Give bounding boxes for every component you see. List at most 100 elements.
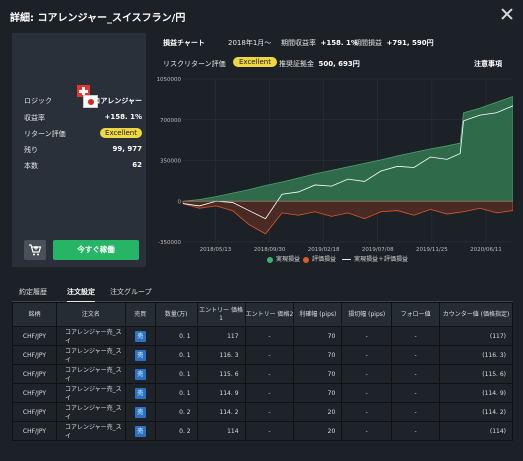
stat-return-rating: リターン評価 Excellent (24, 127, 142, 141)
col-entry-price1: エントリー 価格1 (196, 302, 246, 327)
order-table: 銘柄 注文名 売買 数量(万) エントリー 価格1 エントリー 価格2 利確幅 … (12, 302, 513, 441)
table-cell: - (391, 345, 441, 365)
x-tick-label: 2019/11/25 (416, 247, 448, 253)
col-counter: カウンター値 (価格指定) (439, 302, 513, 327)
col-follow: フォロー値 (391, 302, 441, 327)
tab-execution-history[interactable]: 約定履歴 (19, 288, 47, 296)
table-cell: コアレンジャー売_スイ (55, 326, 126, 346)
table-cell: CHF/JPY (12, 364, 57, 384)
table-cell: - (341, 364, 393, 384)
stat-count: 本数 62 (24, 161, 142, 170)
col-stop-loss: 損切幅 (pips) (341, 302, 393, 327)
table-cell: - (244, 345, 295, 365)
table-row[interactable]: CHF/JPY コアレンジャー売_スイ売 0. 2 114. 2-20- - (114. … (12, 402, 513, 422)
legend-total: 実現損益＋評価損益 (342, 254, 408, 263)
table-cell: CHF/JPY (12, 421, 57, 441)
risk-return-label: リスクリターン評価 (163, 60, 226, 68)
table-cell: 20 (293, 421, 343, 441)
table-cell: 20 (293, 402, 343, 422)
table-cell: - (341, 326, 393, 346)
table-cell: - (391, 326, 441, 346)
notes-link[interactable]: 注意事項 (474, 60, 502, 68)
risk-return-badge: Excellent (233, 57, 277, 67)
x-tick-label: 2019/02/18 (308, 247, 340, 253)
stat-logic: ロジック コアレンジャー (24, 97, 142, 105)
table-row[interactable]: CHF/JPY コアレンジャー売_スイ売 0. 2 114-20- - (114) (12, 421, 513, 441)
col-take-profit: 利確幅 (pips) (293, 302, 343, 327)
sell-badge: 売 (134, 387, 146, 399)
x-tick-label: 2020/06/11 (470, 247, 502, 253)
period-rate: 期間収益率 +158. 1% (281, 39, 358, 47)
table-cell: 売 (124, 326, 156, 346)
y-tick-label: -350000 (158, 240, 181, 246)
since-label: 2018年1月～ (228, 39, 272, 47)
table-cell: 70 (293, 326, 343, 346)
table-cell: 0. 1 (154, 345, 198, 365)
col-side: 売買 (124, 302, 156, 327)
series-total-line (182, 105, 513, 220)
table-cell: CHF/JPY (12, 383, 57, 403)
table-cell: コアレンジャー売_スイ (55, 345, 126, 365)
table-row[interactable]: CHF/JPY コアレンジャー売_スイ売 0. 1 114. 9-70- - (114. … (12, 383, 513, 403)
table-cell: - (391, 364, 441, 384)
stat-return-rate: 収益率 +158. 1% (24, 113, 142, 122)
rating-badge: Excellent (100, 128, 142, 138)
table-cell: - (244, 421, 295, 441)
col-order-name: 注文名 (55, 302, 126, 327)
table-cell: - (391, 421, 441, 441)
tab-order-group[interactable]: 注文グループ (110, 288, 152, 296)
x-tick-label: 2018/09/30 (254, 247, 286, 253)
chart-label: 損益チャート (163, 39, 205, 47)
stat-remaining: 残り 99, 977 (24, 145, 142, 154)
table-cell: 売 (124, 364, 156, 384)
table-row[interactable]: CHF/JPY コアレンジャー売_スイ売 0. 1 117-70- - (117) (12, 326, 513, 346)
table-row[interactable]: CHF/JPY コアレンジャー売_スイ売 0. 1 116. 3-70- - (116. … (12, 345, 513, 365)
legend-unrealized: 評価損益 (303, 254, 336, 263)
table-cell: コアレンジャー売_スイ (55, 421, 126, 441)
table-cell: CHF/JPY (12, 326, 57, 346)
close-icon[interactable] (499, 6, 515, 22)
sell-badge: 売 (134, 349, 146, 361)
series-realized-area (182, 96, 513, 202)
currency-pair-flag-icon (75, 85, 98, 115)
sell-badge: 売 (134, 330, 146, 342)
table-cell: コアレンジャー売_スイ (55, 364, 126, 384)
col-symbol: 銘柄 (12, 302, 57, 327)
col-entry-price2: エントリー 価格2 (244, 302, 295, 327)
start-now-button[interactable]: 今すぐ稼働 (53, 240, 139, 260)
table-cell: (117) (439, 326, 513, 346)
table-cell: - (391, 383, 441, 403)
sell-badge: 売 (134, 368, 146, 380)
table-cell: CHF/JPY (12, 402, 57, 422)
profit-loss-chart: 1050000 700000 350000 0 -350000 2018/05/13 201… (157, 77, 513, 253)
table-cell: (114) (439, 421, 513, 441)
table-cell: CHF/JPY (12, 345, 57, 365)
table-cell: 114. 9 (196, 383, 246, 403)
table-cell: 114 (196, 421, 246, 441)
x-tick-label: 2019/07/08 (362, 247, 394, 253)
table-cell: (114. 9) (439, 383, 513, 403)
recommended-margin: 推奨証拠金 500, 693円 (279, 60, 360, 68)
table-cell: - (244, 402, 295, 422)
table-row[interactable]: CHF/JPY コアレンジャー売_スイ売 0. 1 115. 6-70- - (115. … (12, 364, 513, 384)
table-cell: 0. 2 (154, 421, 198, 441)
table-cell: - (341, 421, 393, 441)
col-quantity: 数量(万) (154, 302, 198, 327)
table-cell: 売 (124, 421, 156, 441)
window-title: 詳細: コアレンジャー_スイスフラン/円 (10, 13, 186, 24)
sell-badge: 売 (134, 406, 146, 418)
table-cell: 売 (124, 345, 156, 365)
table-cell: コアレンジャー売_スイ (55, 383, 126, 403)
table-cell: 116. 3 (196, 345, 246, 365)
title-bar: 詳細: コアレンジャー_スイスフラン/円 (0, 0, 523, 30)
table-cell: 0. 1 (154, 364, 198, 384)
series-unrealized-area (182, 200, 513, 235)
tab-bar: 約定履歴 注文設定 注文グループ (12, 284, 513, 303)
table-cell: - (391, 402, 441, 422)
cart-button[interactable] (24, 240, 46, 260)
table-cell: - (341, 402, 393, 422)
table-cell: 70 (293, 383, 343, 403)
table-cell: (116. 3) (439, 345, 513, 365)
tab-order-settings[interactable]: 注文設定 (67, 287, 95, 303)
